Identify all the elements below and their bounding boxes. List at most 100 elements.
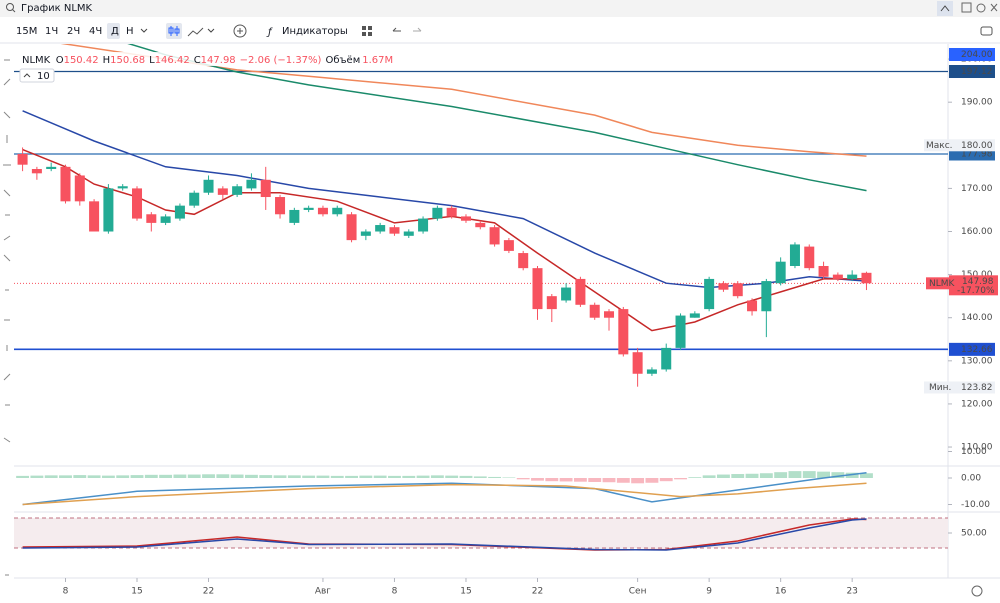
macd-histogram-bar: [702, 475, 716, 479]
macd-histogram-bar: [216, 474, 230, 479]
macd-histogram-bar: [144, 474, 158, 479]
close-button[interactable]: [990, 3, 998, 12]
candle-body: [103, 188, 114, 232]
chart-type-button[interactable]: [166, 23, 182, 39]
macd-histogram-bar: [573, 478, 587, 482]
macd-histogram-bar: [531, 478, 544, 481]
candle-body: [604, 311, 615, 318]
layout-icon[interactable]: [362, 26, 372, 36]
candle-body: [375, 225, 386, 232]
macd-histogram-bar: [817, 471, 830, 479]
x-tick-label: 22: [532, 587, 543, 597]
y-tick-label: 0.00: [961, 474, 981, 484]
y-tick-label: 10.00: [961, 447, 987, 457]
candle-body: [832, 274, 843, 279]
interval-button[interactable]: Н: [126, 26, 134, 37]
y-tick-label: 170.00: [961, 184, 993, 194]
candle-body: [332, 207, 343, 215]
last-symbol: NLMK: [929, 279, 956, 289]
candle-body: [389, 227, 400, 234]
undo-icon[interactable]: [392, 27, 401, 32]
macd-histogram-bar: [30, 475, 44, 479]
interval-button[interactable]: 1Ч: [45, 26, 58, 37]
macd-histogram-bar: [488, 476, 502, 479]
settings-button[interactable]: [976, 3, 986, 13]
macd-histogram-bar: [860, 473, 873, 479]
macd-histogram-bar: [731, 474, 745, 479]
y-tick-label: 190.00: [961, 98, 993, 108]
ma-toggle-box[interactable]: [19, 68, 55, 83]
y-tick-label: 50.00: [961, 529, 987, 539]
compare-button[interactable]: [233, 24, 247, 38]
macd-histogram-bar: [273, 475, 287, 479]
interval-button[interactable]: Д: [111, 26, 119, 37]
legend-item: Объём: [325, 55, 360, 66]
candle-body: [561, 287, 572, 301]
compare-icon: [237, 28, 243, 34]
indicators-button[interactable]: Индикаторы: [282, 26, 348, 37]
oscillator-band: [14, 518, 948, 548]
tool-icons: [3, 59, 11, 576]
candle-body: [31, 169, 42, 174]
dropdown-icon: [140, 28, 148, 33]
macd-histogram-bar: [373, 475, 387, 479]
macd-line: [22, 482, 867, 506]
snapshot-button[interactable]: [980, 26, 993, 36]
x-tick-label: 15: [131, 587, 142, 597]
level-tag: [949, 65, 995, 79]
macd-histogram-bar: [302, 475, 316, 479]
main-pane: [14, 44, 948, 387]
x-tick-label: Сен: [629, 587, 647, 597]
candle-body: [818, 265, 829, 277]
candle-body: [403, 231, 414, 236]
candle-body: [618, 309, 629, 355]
search-text[interactable]: График NLMK: [21, 3, 93, 14]
macd-histogram-bar: [202, 474, 215, 479]
interval-button[interactable]: 15М: [16, 26, 37, 37]
collapse-icon: [940, 5, 950, 12]
x-tick-label: 9: [706, 587, 712, 597]
line-type-icon[interactable]: [187, 27, 204, 37]
interval-button[interactable]: 2Ч: [67, 26, 80, 37]
timezone-button[interactable]: [971, 585, 983, 597]
maximize-button[interactable]: [961, 2, 972, 13]
interval-button[interactable]: 4Ч: [89, 26, 102, 37]
macd-histogram-bar: [330, 475, 344, 479]
macd-histogram-bar: [688, 477, 702, 479]
x-tick-label: 16: [775, 587, 787, 597]
legend-item: C: [194, 55, 201, 66]
macd-histogram-bar: [774, 472, 788, 479]
macd-histogram-bar: [674, 478, 687, 480]
candle-body: [217, 188, 228, 195]
legend-item: −2.06 (−1.37%): [240, 55, 322, 66]
macd-histogram-bar: [616, 478, 630, 483]
macd-line: [22, 471, 867, 506]
candle-body: [432, 207, 443, 219]
macd-histogram-bar: [359, 475, 373, 479]
collapse-button[interactable]: [937, 1, 953, 16]
search-icon[interactable]: [6, 3, 14, 11]
macd-histogram-bar: [788, 471, 802, 479]
candle-body: [775, 261, 786, 284]
candle-body: [761, 281, 772, 312]
legend-item: H: [103, 55, 111, 66]
candle-body: [317, 207, 328, 215]
candle-body: [46, 166, 57, 170]
candle-body: [689, 313, 700, 318]
max-name: Макс.: [926, 141, 953, 151]
macd-histogram-bar: [845, 472, 859, 479]
ohlc-legend: NLMK O150.42 H150.68 L146.42 C147.98 −2.06 (−…: [22, 55, 393, 66]
candle-body: [74, 175, 85, 202]
macd-histogram-bar: [287, 475, 301, 479]
candle-body: [360, 231, 371, 236]
macd-histogram-bar: [545, 478, 559, 482]
top-tag: [949, 48, 995, 61]
redo-icon[interactable]: [413, 27, 422, 32]
y-tick-label: 110.00: [961, 443, 993, 453]
macd-histogram-bar: [259, 475, 273, 479]
candle-body: [189, 192, 200, 206]
macd-histogram-bar: [388, 475, 401, 479]
macd-histogram-bar: [173, 474, 187, 479]
candle-body: [532, 268, 543, 310]
